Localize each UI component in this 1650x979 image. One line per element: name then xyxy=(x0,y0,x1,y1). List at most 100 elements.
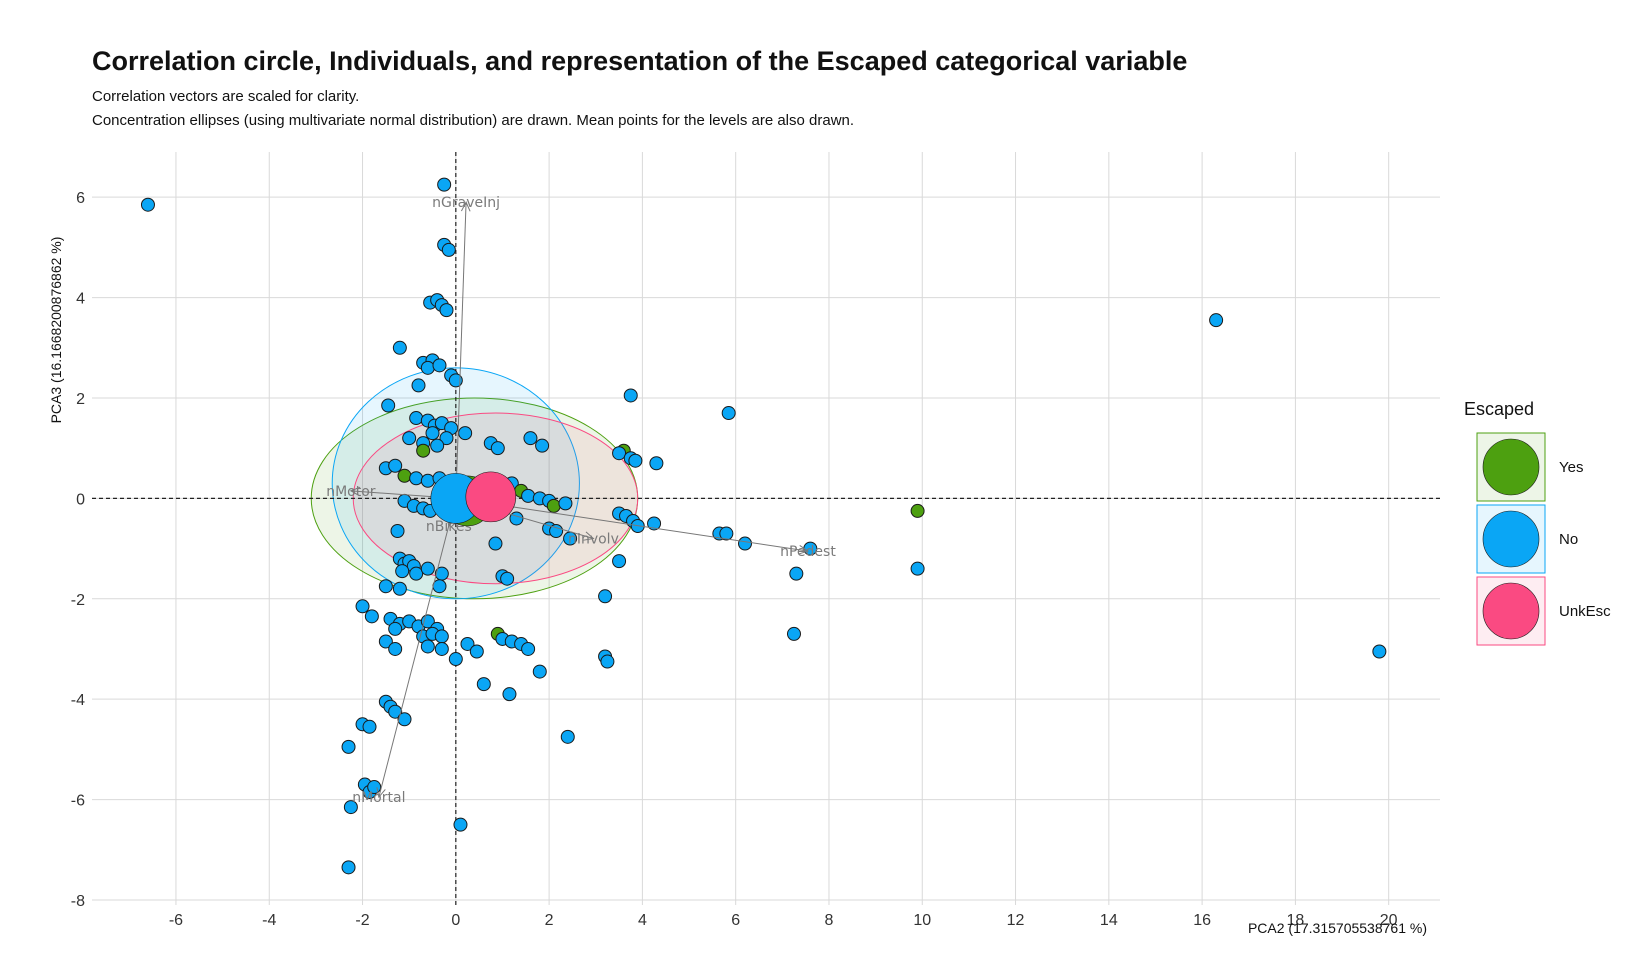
point xyxy=(409,566,424,581)
point xyxy=(341,739,356,754)
level-mean-points xyxy=(430,471,517,527)
x-tick-label: -2 xyxy=(355,912,369,929)
point xyxy=(430,438,445,453)
point xyxy=(381,398,396,413)
point xyxy=(140,197,155,212)
point xyxy=(434,629,449,644)
vector-label: nMortal xyxy=(352,790,405,806)
vector-label: nPedest xyxy=(780,544,836,560)
point xyxy=(469,644,484,659)
point xyxy=(786,626,801,641)
vector-nGraveInj xyxy=(455,202,467,499)
point xyxy=(521,488,536,503)
point xyxy=(523,431,538,446)
point xyxy=(549,524,564,539)
vector-arrowhead xyxy=(583,531,595,541)
point xyxy=(789,566,804,581)
point xyxy=(409,411,424,426)
x-tick-label: 0 xyxy=(451,912,460,929)
individual-points xyxy=(140,177,1387,875)
chart-title: Correlation circle, Individuals, and rep… xyxy=(92,46,1187,76)
point xyxy=(509,511,524,526)
point xyxy=(420,473,435,488)
y-tick-label: 0 xyxy=(76,491,85,508)
point xyxy=(560,729,575,744)
point xyxy=(378,579,393,594)
point xyxy=(388,458,403,473)
point xyxy=(388,621,403,636)
point xyxy=(411,378,426,393)
point xyxy=(1209,313,1224,328)
point xyxy=(738,536,753,551)
point xyxy=(721,406,736,421)
legend-label: No xyxy=(1559,531,1578,548)
y-tick-label: 4 xyxy=(76,291,85,308)
point xyxy=(521,641,536,656)
point xyxy=(439,431,454,446)
point xyxy=(600,654,615,669)
point xyxy=(1372,644,1387,659)
vector-label: nMotor xyxy=(326,484,376,500)
point xyxy=(378,634,393,649)
point xyxy=(448,652,463,667)
vector-arrowhead xyxy=(376,787,386,799)
point xyxy=(362,719,377,734)
y-tick-label: -2 xyxy=(71,592,85,609)
point xyxy=(628,453,643,468)
chart-subtitle-line-2: Concentration ellipses (using multivaria… xyxy=(92,112,854,129)
x-tick-label: 14 xyxy=(1100,912,1118,929)
point xyxy=(397,468,412,483)
point xyxy=(388,704,403,719)
point xyxy=(490,441,505,456)
y-tick-label: 6 xyxy=(76,190,85,207)
grid-lines xyxy=(92,152,1440,905)
legend-swatch-no xyxy=(1482,510,1540,568)
vector-label: nInvolv xyxy=(568,532,619,548)
point xyxy=(402,431,417,446)
chart-subtitle-line-1: Correlation vectors are scaled for clari… xyxy=(92,88,359,105)
point xyxy=(420,639,435,654)
point xyxy=(434,641,449,656)
x-tick-label: 8 xyxy=(825,912,834,929)
point xyxy=(458,426,473,441)
point xyxy=(910,561,925,576)
point xyxy=(598,589,613,604)
y-tick-label: -6 xyxy=(71,793,85,810)
legend-swatch-unkesc xyxy=(1482,582,1540,640)
point xyxy=(910,503,925,518)
vector-arrowhead xyxy=(349,486,361,497)
point xyxy=(409,471,424,486)
vector-label: nGraveInj xyxy=(432,195,500,211)
point xyxy=(476,677,491,692)
correlation-vectors: nGraveInjnMotornBikesnInvolvnPedestnMort… xyxy=(326,195,836,806)
point xyxy=(535,438,550,453)
point xyxy=(437,177,452,192)
reference-lines xyxy=(92,152,1440,905)
point xyxy=(647,516,662,531)
point xyxy=(432,358,447,373)
x-tick-label: 16 xyxy=(1193,912,1211,929)
point xyxy=(453,817,468,832)
vector-nPedest xyxy=(455,497,809,552)
point xyxy=(441,242,456,257)
point xyxy=(439,303,454,318)
point xyxy=(623,388,638,403)
point xyxy=(502,687,517,702)
point xyxy=(364,609,379,624)
point xyxy=(558,496,573,511)
point xyxy=(532,664,547,679)
point xyxy=(390,524,405,539)
x-tick-label: 6 xyxy=(731,912,740,929)
point xyxy=(612,554,627,569)
x-axis-label: PCA2 (17.315705538761 %) xyxy=(1248,920,1427,936)
point xyxy=(392,340,407,355)
y-tick-label: 2 xyxy=(76,391,85,408)
y-tick-label: -8 xyxy=(71,893,85,910)
point xyxy=(392,581,407,596)
x-tick-label: 4 xyxy=(638,912,647,929)
x-tick-label: -4 xyxy=(262,912,276,929)
x-tick-label: 2 xyxy=(545,912,554,929)
x-tick-label: 18 xyxy=(1287,912,1305,929)
legend-label: UnkEsc xyxy=(1559,603,1611,620)
